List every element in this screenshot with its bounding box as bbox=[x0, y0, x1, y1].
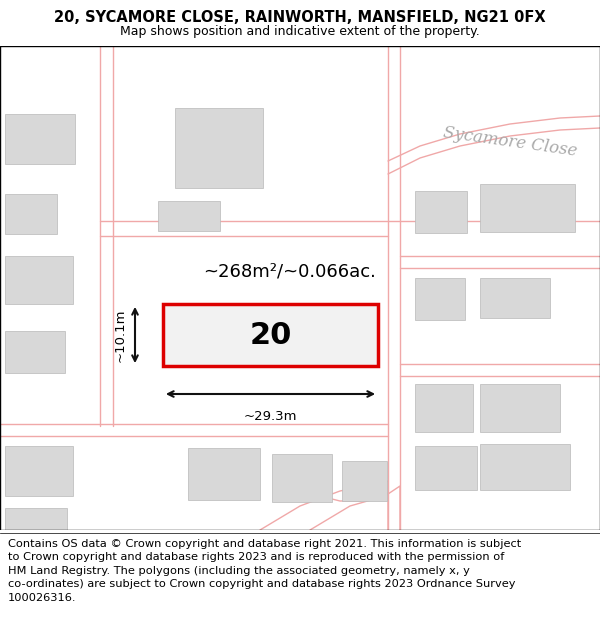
Bar bbox=[158, 201, 220, 231]
Bar bbox=[415, 278, 465, 320]
Text: ~29.3m: ~29.3m bbox=[244, 410, 297, 423]
Bar bbox=[415, 446, 477, 490]
Text: Sycamore Close: Sycamore Close bbox=[442, 124, 578, 160]
Bar bbox=[163, 304, 378, 366]
Bar bbox=[272, 454, 332, 502]
Bar bbox=[5, 114, 75, 164]
Bar bbox=[480, 184, 575, 232]
Bar bbox=[5, 508, 67, 530]
Text: ~268m²/~0.066ac.: ~268m²/~0.066ac. bbox=[203, 263, 376, 281]
Bar bbox=[175, 108, 263, 188]
Bar bbox=[188, 448, 260, 500]
Bar bbox=[415, 384, 473, 432]
Text: Map shows position and indicative extent of the property.: Map shows position and indicative extent… bbox=[120, 25, 480, 38]
Bar bbox=[480, 444, 570, 490]
Bar bbox=[480, 384, 560, 432]
Text: 20, SYCAMORE CLOSE, RAINWORTH, MANSFIELD, NG21 0FX: 20, SYCAMORE CLOSE, RAINWORTH, MANSFIELD… bbox=[54, 10, 546, 25]
Text: ~10.1m: ~10.1m bbox=[113, 308, 127, 362]
Bar bbox=[5, 331, 65, 373]
Bar bbox=[342, 461, 387, 501]
Bar bbox=[5, 194, 57, 234]
Bar bbox=[415, 191, 467, 233]
Bar bbox=[5, 446, 73, 496]
Text: 20: 20 bbox=[250, 321, 292, 349]
Bar bbox=[5, 256, 73, 304]
Text: Contains OS data © Crown copyright and database right 2021. This information is : Contains OS data © Crown copyright and d… bbox=[8, 539, 521, 603]
Bar bbox=[480, 278, 550, 318]
